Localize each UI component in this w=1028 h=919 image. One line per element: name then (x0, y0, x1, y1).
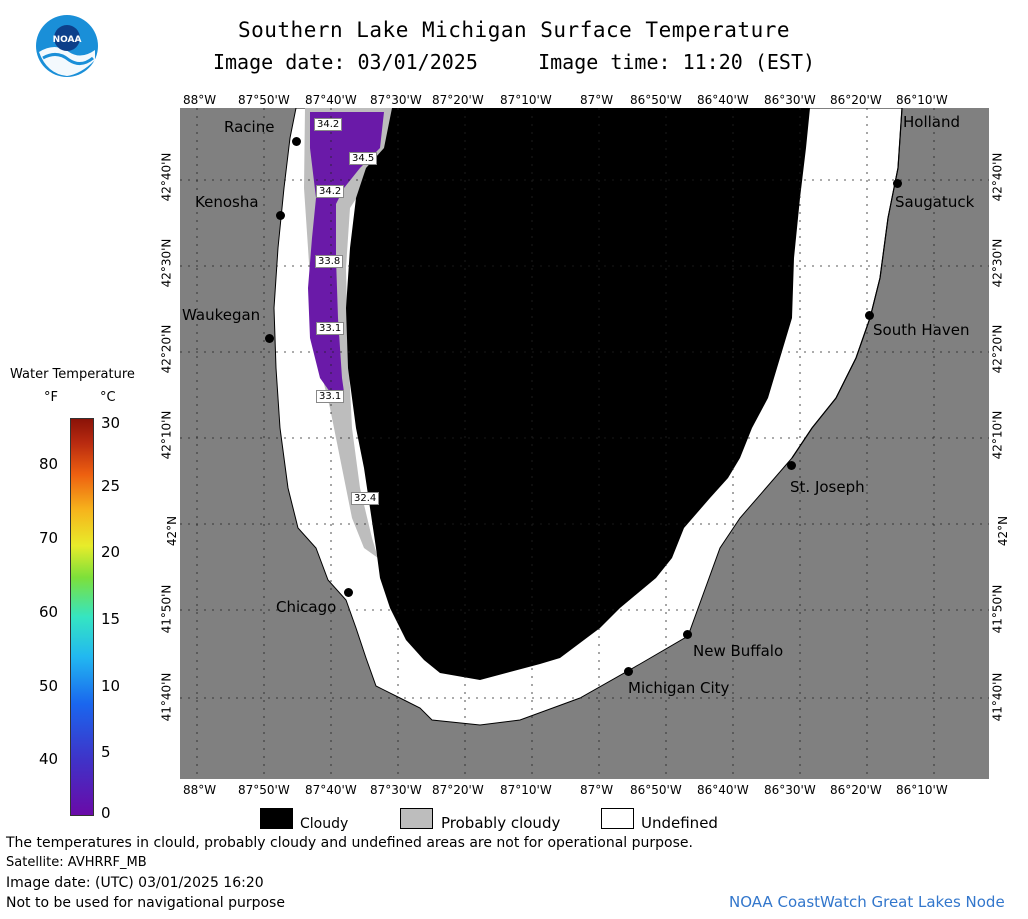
legend-c-tick: 25 (101, 477, 121, 495)
lake-map (180, 107, 989, 779)
legend-unit-f: °F (44, 390, 58, 405)
undefined-label: Undefined (641, 814, 718, 832)
x-tick: 87°50'W (238, 783, 290, 797)
legend-f-tick: 70 (39, 529, 59, 547)
x-tick: 87°50'W (238, 93, 290, 107)
city-label-st-joseph: St. Joseph (790, 478, 865, 496)
legend-c-tick: 5 (101, 743, 111, 761)
probably-cloudy-label: Probably cloudy (441, 814, 561, 832)
x-tick: 86°20'W (830, 783, 882, 797)
city-label-new-buffalo: New Buffalo (693, 642, 784, 660)
footer-disclaimer: The temperatures in clould, probably clo… (6, 835, 693, 851)
page-title: Southern Lake Michigan Surface Temperatu… (237, 18, 790, 42)
temperature-color-bar (70, 418, 94, 816)
y-tick: 41°40'N (159, 672, 174, 722)
logo-text: NOAA (53, 35, 82, 45)
y-tick: 41°50'N (159, 584, 174, 634)
legend-c-tick: 15 (101, 610, 121, 628)
city-marker (292, 137, 301, 146)
x-tick: 87°40'W (305, 93, 357, 107)
undefined-swatch (601, 808, 634, 829)
city-marker (344, 588, 353, 597)
city-marker (683, 630, 692, 639)
cloudy-swatch (260, 808, 293, 829)
y-tick: 42°30'N (990, 238, 1005, 288)
legend-c-tick: 20 (101, 543, 121, 561)
y-tick: 42°40'N (990, 152, 1005, 202)
city-label-michigan-city: Michigan City (628, 679, 730, 697)
x-tick: 88°W (183, 783, 217, 797)
y-tick: 42°20'N (990, 324, 1005, 374)
x-tick: 87°30'W (370, 783, 422, 797)
y-tick: 41°50'N (990, 584, 1005, 634)
legend-c-tick: 30 (101, 414, 121, 432)
x-tick: 86°10'W (896, 783, 948, 797)
y-tick: 42°N (165, 515, 180, 547)
x-tick: 87°20'W (432, 93, 484, 107)
x-tick: 87°10'W (500, 783, 552, 797)
footer-credit: NOAA CoastWatch Great Lakes Node (729, 893, 1005, 911)
temperature-label: 34.2 (314, 118, 343, 131)
city-label-racine: Racine (224, 118, 275, 136)
temperature-label: 32.4 (351, 492, 380, 505)
temperature-label: 34.5 (349, 152, 378, 165)
legend-unit-c: °C (100, 390, 116, 405)
temperature-label: 33.1 (316, 390, 345, 403)
temperature-label: 33.1 (316, 322, 345, 335)
noaa-logo-icon: NOAA (35, 14, 99, 78)
y-tick: 42°20'N (159, 324, 174, 374)
x-tick: 88°W (183, 93, 217, 107)
x-tick: 87°W (580, 93, 614, 107)
y-tick: 42°10'N (990, 410, 1005, 460)
x-tick: 86°20'W (830, 93, 882, 107)
cloudy-label: Cloudy (300, 816, 349, 832)
city-label-waukegan: Waukegan (182, 306, 261, 324)
x-tick: 86°30'W (764, 93, 816, 107)
legend-title: Water Temperature (10, 367, 135, 382)
x-tick: 86°40'W (697, 93, 749, 107)
city-marker (893, 179, 902, 188)
y-tick: 42°N (996, 515, 1011, 547)
x-tick: 86°50'W (630, 93, 682, 107)
city-label-chicago: Chicago (276, 598, 337, 616)
legend-f-tick: 50 (39, 677, 59, 695)
city-label-south-haven: South Haven (873, 321, 970, 339)
legend-c-tick: 10 (101, 677, 121, 695)
x-tick: 87°40'W (305, 783, 357, 797)
x-tick: 86°30'W (764, 783, 816, 797)
city-label-saugatuck: Saugatuck (895, 193, 975, 211)
legend-f-tick: 60 (39, 603, 59, 621)
legend-f-tick: 40 (39, 750, 59, 768)
city-marker (787, 461, 796, 470)
x-tick: 86°50'W (630, 783, 682, 797)
city-marker (865, 311, 874, 320)
city-label-kenosha: Kenosha (195, 193, 259, 211)
y-tick: 41°40'N (990, 672, 1005, 722)
city-marker (276, 211, 285, 220)
footer-navigation-note: Not to be used for navigational purpose (6, 895, 285, 911)
y-tick: 42°40'N (159, 152, 174, 202)
city-marker (265, 334, 274, 343)
temperature-label: 34.2 (316, 185, 345, 198)
legend-f-tick: 80 (39, 455, 59, 473)
probably-cloudy-swatch (400, 808, 433, 829)
city-label-holland: Holland (903, 113, 961, 131)
cloudy-area (346, 108, 810, 680)
x-tick: 87°10'W (500, 93, 552, 107)
image-date-time: Image date: 03/01/2025 Image time: 11:20… (212, 50, 816, 74)
x-tick: 87°20'W (432, 783, 484, 797)
x-tick: 86°10'W (896, 93, 948, 107)
x-tick: 87°W (580, 783, 614, 797)
x-tick: 87°30'W (370, 93, 422, 107)
x-tick: 86°40'W (697, 783, 749, 797)
y-tick: 42°10'N (159, 410, 174, 460)
city-marker (624, 667, 633, 676)
footer-satellite: Satellite: AVHRRF_MB (6, 855, 147, 870)
legend-c-tick: 0 (101, 804, 111, 822)
footer-image-date: Image date: (UTC) 03/01/2025 16:20 (6, 875, 264, 891)
y-tick: 42°30'N (159, 238, 174, 288)
temperature-label: 33.8 (315, 255, 344, 268)
